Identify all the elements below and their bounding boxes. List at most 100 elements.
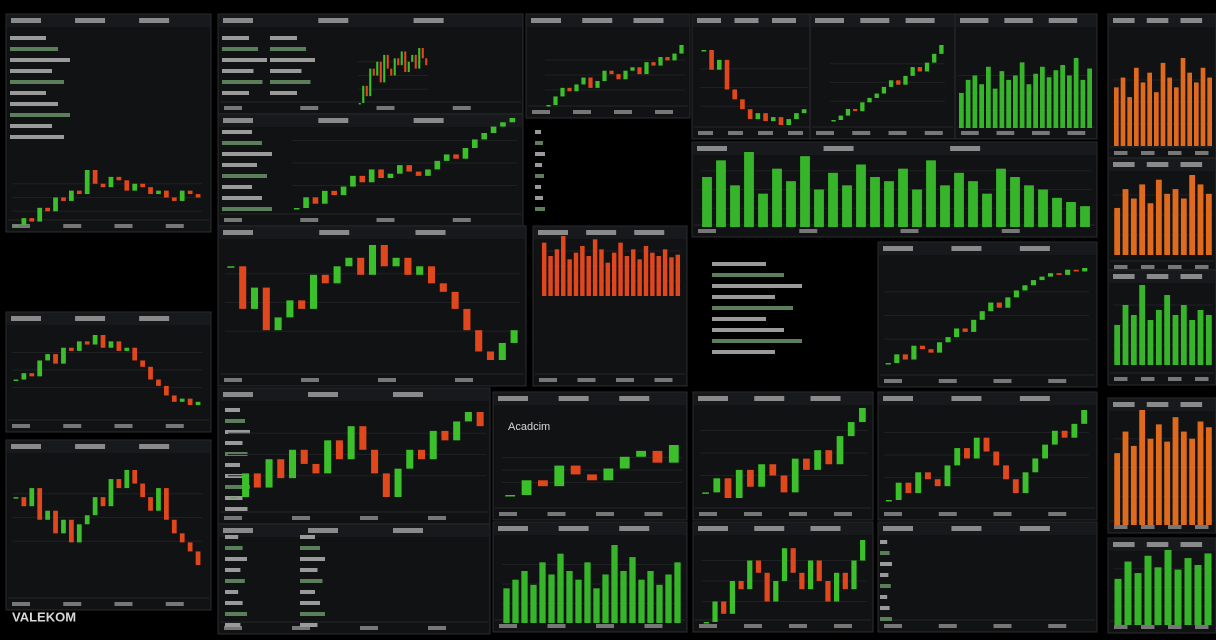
candle	[860, 540, 866, 561]
list-text	[712, 284, 802, 288]
candle	[954, 328, 960, 338]
header-text	[308, 528, 338, 533]
candle	[406, 165, 412, 172]
volume-bar	[669, 257, 674, 296]
candle	[293, 208, 300, 210]
candle	[476, 412, 484, 427]
volume-bar	[1124, 561, 1132, 625]
footer-text	[300, 106, 319, 110]
volume-bar	[1164, 295, 1171, 365]
candle	[859, 408, 866, 423]
panel	[692, 391, 874, 521]
volume-bar	[675, 254, 681, 296]
volume-bar	[772, 168, 782, 227]
candle	[378, 169, 384, 178]
header-text	[823, 146, 854, 151]
volume-bar	[1013, 75, 1018, 128]
list-text	[225, 507, 248, 511]
candle	[303, 197, 309, 208]
volume-bar	[561, 236, 566, 296]
list-text	[300, 557, 325, 561]
candle	[831, 120, 836, 122]
volume-bar	[1147, 438, 1154, 525]
volume-bar	[1180, 431, 1187, 525]
candle	[53, 197, 58, 212]
volume-bar	[1130, 198, 1137, 255]
volume-bar	[1040, 66, 1045, 128]
candle	[867, 97, 872, 103]
volume-bar	[1139, 184, 1146, 255]
candle	[21, 497, 27, 507]
candle	[521, 480, 532, 495]
candle	[434, 160, 441, 170]
header-text	[11, 316, 41, 321]
header-text	[223, 18, 253, 23]
volume-bar	[1046, 77, 1052, 128]
candle	[971, 319, 977, 332]
volume-bar	[1172, 417, 1179, 525]
candle	[609, 70, 614, 75]
candle	[498, 342, 506, 360]
candle	[400, 51, 403, 66]
candle	[755, 113, 761, 120]
footer-text	[1114, 377, 1128, 381]
footer-text	[900, 229, 919, 233]
volume-bar	[996, 168, 1006, 227]
candle	[928, 349, 934, 353]
footer-text	[699, 624, 717, 628]
candle	[13, 379, 19, 382]
volume-bar	[1155, 310, 1162, 365]
volume-bar	[647, 571, 654, 623]
header-text	[1004, 18, 1033, 23]
footer-text	[993, 624, 1012, 628]
list-text	[222, 196, 262, 200]
footer-text	[1195, 625, 1209, 629]
list-text	[535, 185, 541, 189]
candle	[322, 190, 328, 204]
list-text	[880, 606, 890, 610]
candle	[439, 283, 447, 292]
footer-text	[1168, 151, 1182, 155]
header-text	[498, 526, 528, 531]
candle	[637, 67, 642, 75]
list-text	[300, 590, 315, 594]
header-text	[619, 526, 650, 531]
candle	[132, 470, 138, 484]
panel	[809, 13, 956, 140]
footer-text	[224, 106, 242, 110]
candle	[347, 426, 355, 460]
header-text	[223, 118, 253, 123]
footer-text	[224, 218, 242, 222]
footer-text	[539, 378, 557, 382]
footer-text	[616, 378, 634, 382]
candle	[462, 148, 469, 159]
header-text	[318, 18, 349, 23]
candle	[729, 581, 735, 614]
candle	[230, 497, 238, 499]
list-text	[712, 317, 766, 321]
candle	[108, 479, 114, 507]
panel-header	[219, 227, 525, 239]
footer-text	[292, 516, 310, 520]
volume-bar	[968, 181, 978, 227]
candle	[1082, 268, 1088, 272]
candle	[814, 450, 821, 470]
candle	[716, 59, 722, 70]
candle	[486, 351, 495, 360]
volume-bar	[1053, 70, 1059, 128]
list-text	[270, 91, 297, 95]
footer-text	[428, 516, 446, 520]
volume-bar	[580, 246, 585, 296]
volume-bar	[638, 579, 645, 623]
list-text	[222, 91, 249, 95]
volume-bar	[1067, 75, 1072, 128]
list-text	[712, 328, 784, 332]
list-text	[225, 463, 240, 467]
candle	[69, 347, 74, 351]
candle	[187, 190, 193, 195]
candle	[895, 482, 902, 500]
footer-text	[698, 131, 713, 135]
candle	[623, 70, 628, 80]
candle	[340, 186, 347, 196]
